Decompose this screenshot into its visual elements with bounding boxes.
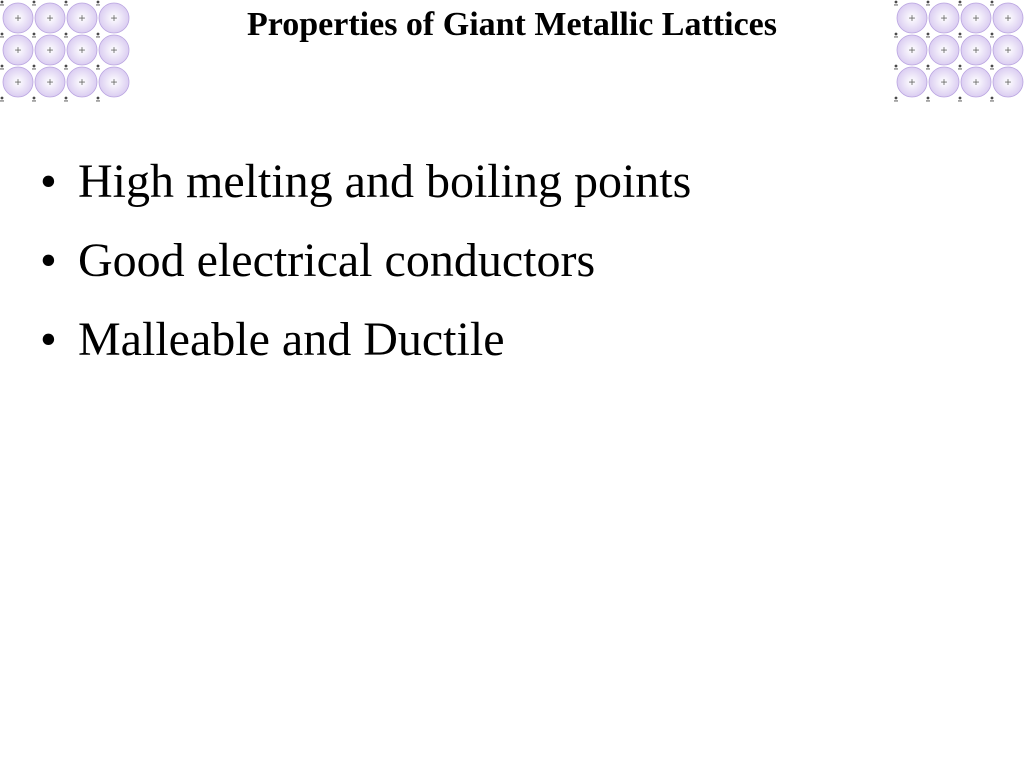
svg-text:+: + bbox=[78, 75, 85, 89]
svg-text:+: + bbox=[110, 75, 117, 89]
bullet-list: High melting and boiling points Good ele… bbox=[30, 150, 994, 372]
list-item: Good electrical conductors bbox=[30, 229, 994, 294]
svg-text:+: + bbox=[940, 75, 947, 89]
svg-text:+: + bbox=[14, 75, 21, 89]
svg-text:+: + bbox=[46, 75, 53, 89]
slide-title: Properties of Giant Metallic Lattices bbox=[0, 4, 1024, 47]
list-item: Malleable and Ductile bbox=[30, 308, 994, 373]
svg-text:+: + bbox=[972, 75, 979, 89]
slide-content: High melting and boiling points Good ele… bbox=[30, 150, 994, 386]
svg-text:+: + bbox=[908, 75, 915, 89]
svg-text:+: + bbox=[1004, 75, 1011, 89]
list-item: High melting and boiling points bbox=[30, 150, 994, 215]
